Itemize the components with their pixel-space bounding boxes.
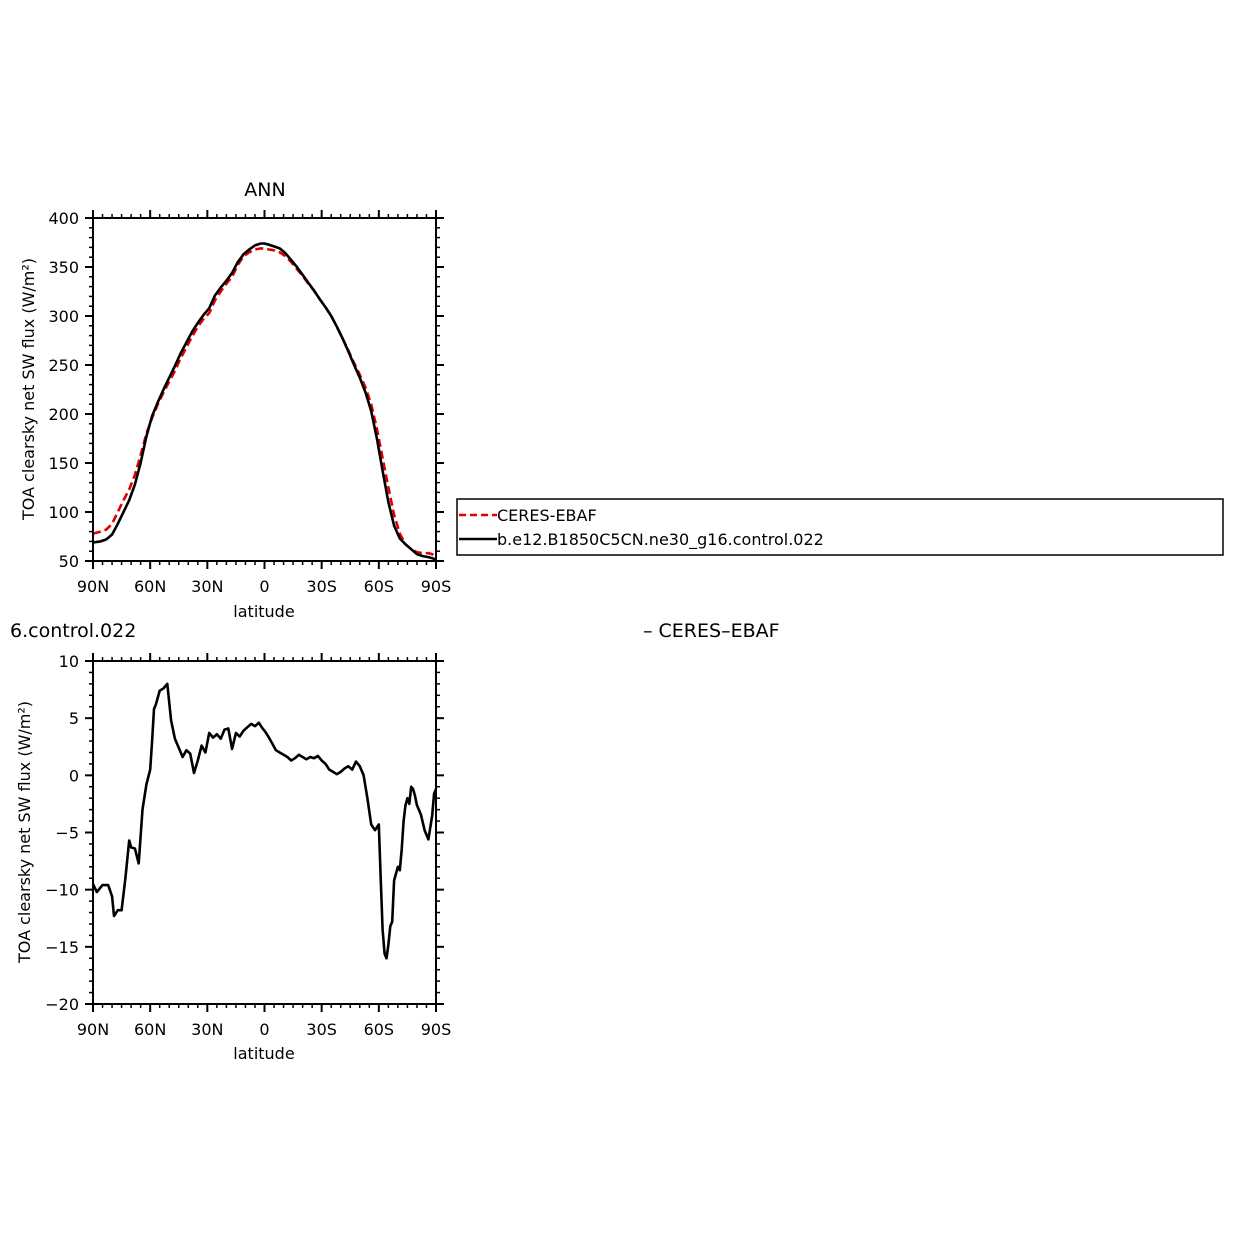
bottom-panel-series [91, 682, 438, 960]
bottom-x-tick-label: 30S [306, 1020, 337, 1039]
top-y-tick-label: 150 [48, 454, 79, 473]
top-panel-x-axis-label: latitude [233, 602, 294, 621]
bottom-panel-title-right: – CERES–EBAF [643, 620, 780, 642]
top-panel-title: ANN [244, 179, 285, 201]
bottom-panel-ticks: 90N 60N 30N 0 30S 60S 90S −20 −15 −10 −5 0 5 10 [45, 652, 451, 1039]
top-panel-series [92, 242, 437, 562]
bottom-panel-frame [92, 660, 437, 1005]
top-panel-frame [92, 217, 437, 562]
top-x-tick-label: 30N [191, 577, 223, 596]
top-x-tick-label: 60S [364, 577, 395, 596]
bottom-y-tick-label: −10 [45, 881, 79, 900]
bottom-y-tick-label: 0 [69, 766, 79, 785]
top-x-tick-label: 60N [134, 577, 166, 596]
bottom-y-tick-label: −5 [55, 824, 79, 843]
top-y-tick-label: 400 [48, 209, 79, 228]
legend-box [456, 498, 1224, 556]
legend-entry-ceres: CERES-EBAF [497, 506, 597, 525]
bottom-y-tick-label: −20 [45, 995, 79, 1014]
top-y-tick-label: 300 [48, 307, 79, 326]
top-panel-y-axis-label: TOA clearsky net SW flux (W/m²) [19, 258, 38, 521]
top-x-tick-label: 0 [259, 577, 269, 596]
bottom-x-tick-label: 30N [191, 1020, 223, 1039]
top-series-line-0 [92, 247, 437, 559]
top-y-tick-label: 350 [48, 258, 79, 277]
top-y-tick-label: 100 [48, 503, 79, 522]
top-x-tick-label: 90S [421, 577, 452, 596]
legend: CERES-EBAF b.e12.B1850C5CN.ne30_g16.cont… [456, 498, 1224, 556]
top-series-line-1 [92, 242, 437, 562]
bottom-x-tick-label: 60S [364, 1020, 395, 1039]
legend-entry-model: b.e12.B1850C5CN.ne30_g16.control.022 [497, 530, 824, 550]
bottom-y-tick-label: 5 [69, 709, 79, 728]
annual-mean-panel: ANN TOA clearsky net SW flux (W/m²) lati… [19, 179, 451, 621]
bottom-y-tick-label: −15 [45, 938, 79, 957]
top-y-tick-label: 200 [48, 405, 79, 424]
bottom-x-tick-label: 0 [259, 1020, 269, 1039]
bottom-series-line-0 [91, 682, 438, 960]
bottom-x-tick-label: 90N [77, 1020, 109, 1039]
top-x-tick-label: 30S [306, 577, 337, 596]
bottom-y-tick-label: 10 [59, 652, 79, 671]
bottom-x-tick-label: 90S [421, 1020, 452, 1039]
top-y-tick-label: 250 [48, 356, 79, 375]
bottom-panel-x-axis-label: latitude [233, 1044, 294, 1063]
bottom-panel-y-axis-label: TOA clearsky net SW flux (W/m²) [15, 701, 34, 964]
bottom-panel-title-left: 6.control.022 [10, 620, 136, 642]
top-y-tick-label: 50 [59, 552, 79, 571]
difference-panel: 6.control.022 – CERES–EBAF TOA clearsky … [10, 620, 780, 1063]
top-x-tick-label: 90N [77, 577, 109, 596]
bottom-x-tick-label: 60N [134, 1020, 166, 1039]
